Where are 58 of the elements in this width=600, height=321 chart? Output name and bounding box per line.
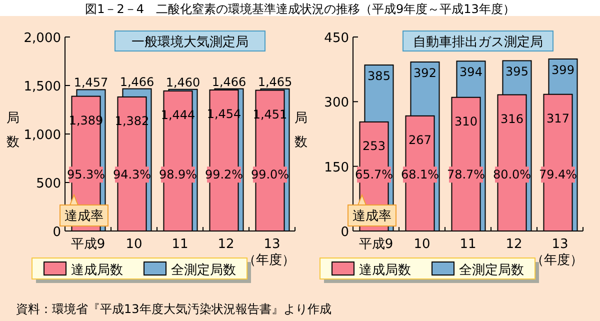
ytick: 0 — [52, 225, 61, 240]
ytick: 2,000 — [24, 31, 61, 46]
data-label: 317 — [546, 111, 570, 126]
xtick: 13 — [264, 237, 280, 252]
xtick: 13 — [552, 237, 568, 252]
ytick: 450 — [324, 31, 349, 46]
xtick: 11 — [460, 237, 476, 252]
data-label: 1,460 — [166, 75, 200, 90]
annotation: 80.0% — [492, 168, 532, 182]
xtick: 平成9 — [70, 237, 106, 252]
annotation: 99.0% — [250, 168, 290, 182]
annotation: 68.1% — [400, 168, 440, 182]
data-label: 1,465 — [258, 74, 292, 89]
xlabel: （年度） — [531, 253, 583, 268]
xtick: 平成9 — [358, 237, 394, 252]
data-label: 253 — [362, 138, 386, 153]
data-label: 267 — [408, 132, 432, 147]
data-label: 1,457 — [74, 76, 108, 90]
legend-label: 全測定局数 — [171, 263, 236, 278]
xtick: 12 — [218, 237, 234, 252]
legend-label: 達成局数 — [71, 263, 123, 278]
ytick: 300 — [324, 96, 349, 111]
annotation: 図1－2－4 二酸化窒素の環境基準達成状況の推移（平成9年度～平成13年度） — [85, 2, 515, 16]
ylabel: 局数 — [6, 111, 20, 150]
xlabel: （年度） — [243, 253, 295, 268]
ytick: 0 — [340, 225, 349, 240]
data-label: 392 — [414, 66, 436, 80]
ytick: 1,000 — [24, 128, 61, 143]
title: 自動車排出ガス測定局 — [413, 35, 543, 50]
ytick: 1,500 — [24, 80, 61, 94]
annotation: 95.3% — [66, 168, 106, 182]
annotation: 65.7% — [354, 168, 394, 182]
annotation: 99.2% — [204, 168, 244, 182]
xtick: 11 — [172, 237, 188, 252]
annotation: 78.7% — [446, 168, 486, 182]
data-label: 1,466 — [212, 74, 246, 89]
annotation: 98.9% — [158, 168, 198, 182]
annotation: 達成率 — [64, 209, 104, 224]
data-label: 399 — [552, 62, 574, 77]
data-label: 316 — [500, 112, 524, 126]
data-label: 1,466 — [120, 74, 154, 89]
ytick: 500 — [36, 176, 61, 192]
annotation: 79.4% — [538, 168, 578, 182]
data-label: 310 — [454, 114, 478, 128]
annotation: 94.3% — [112, 168, 152, 182]
ytick: 150 — [324, 160, 349, 176]
xtick: 10 — [126, 237, 142, 252]
annotation: 達成率 — [352, 209, 392, 224]
ylabel: 局数 — [294, 111, 308, 150]
title: 一般環境大気測定局 — [132, 35, 248, 50]
data-label: 394 — [460, 65, 482, 80]
legend-label: 達成局数 — [359, 263, 411, 278]
data-label: 395 — [506, 64, 528, 79]
data-label: 385 — [368, 69, 390, 84]
xtick: 12 — [506, 237, 522, 252]
legend-label: 全測定局数 — [459, 263, 524, 278]
annotation: 資料：環境省『平成13年度大気汚染状況報告書』より作成 — [16, 302, 332, 316]
xtick: 10 — [414, 237, 430, 252]
